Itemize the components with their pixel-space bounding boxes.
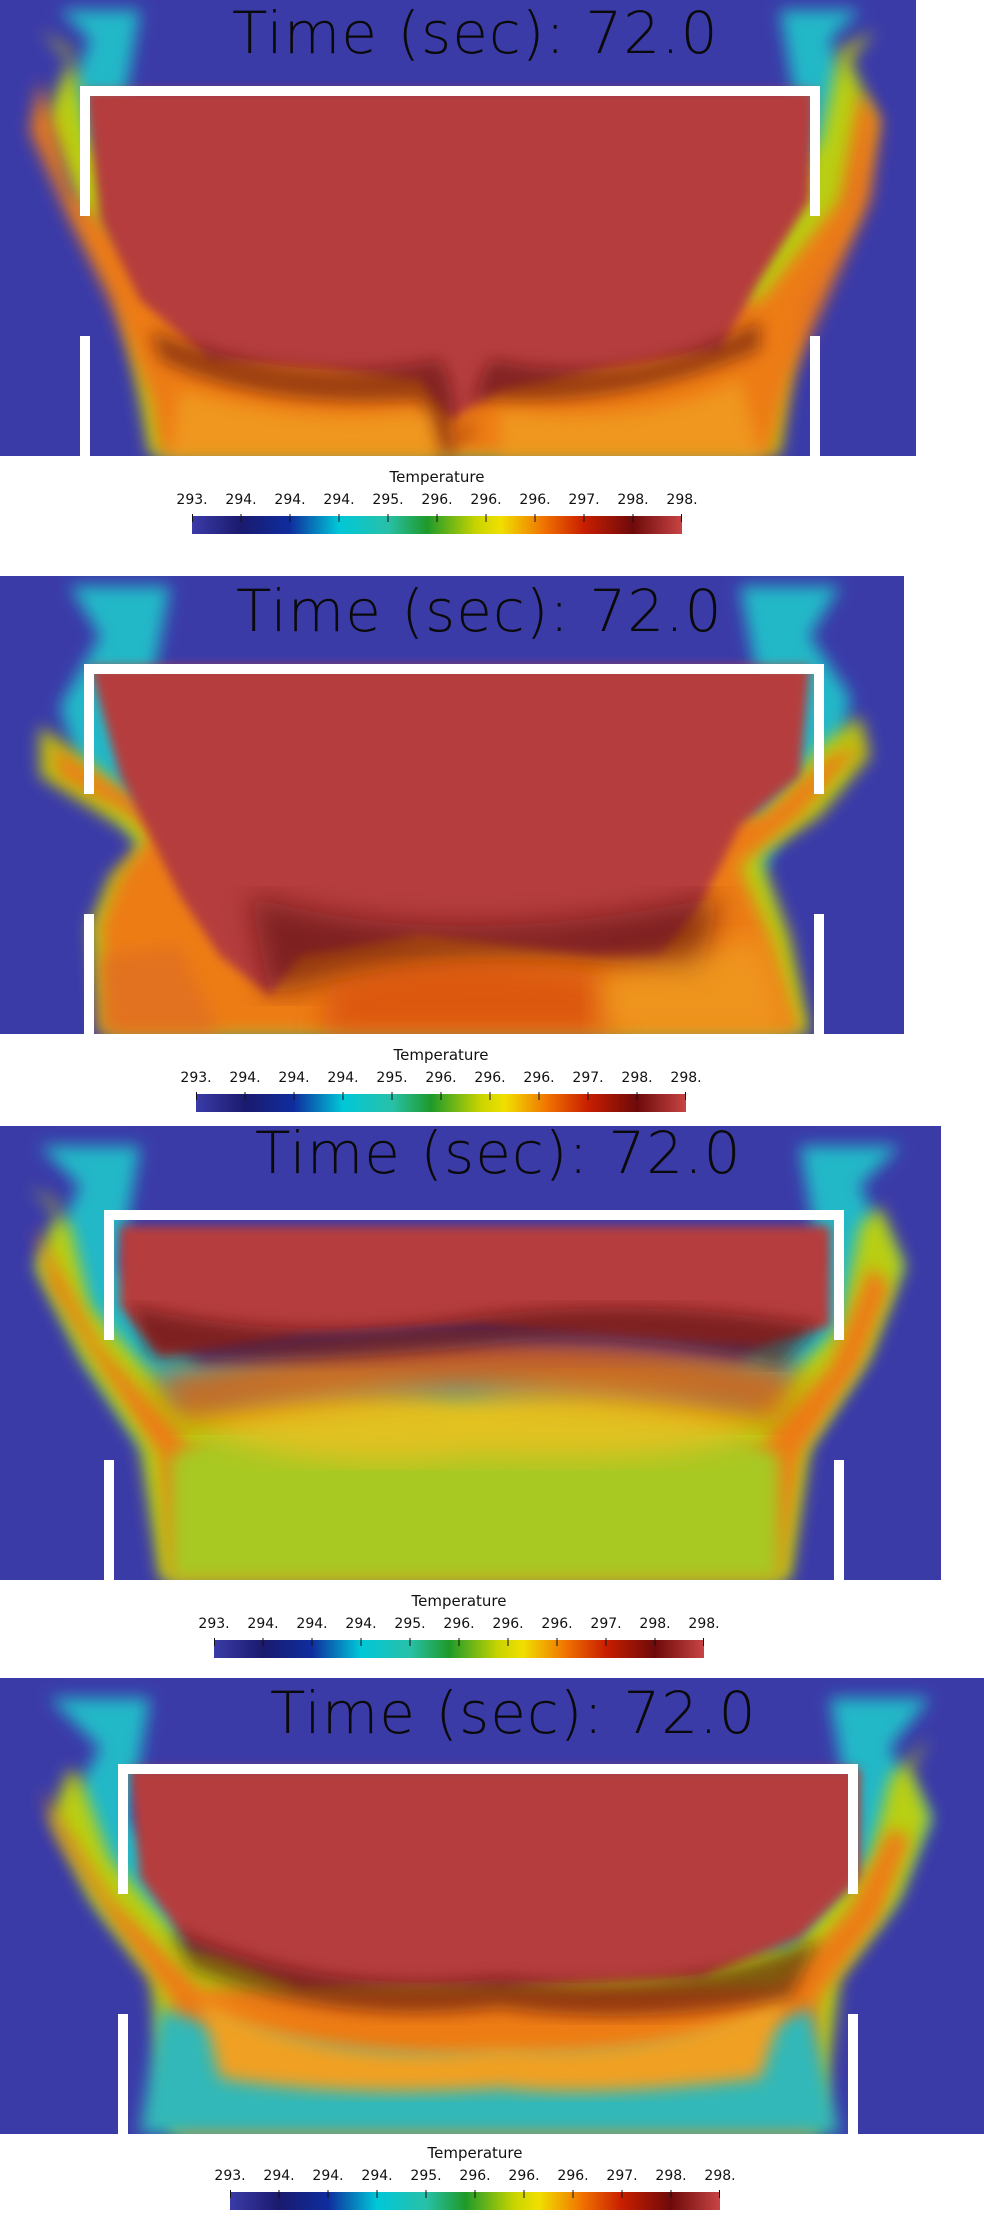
legend-tick-label: 298. (621, 1070, 653, 1086)
legend-tick-label: 293. (214, 2168, 246, 2184)
temperature-legend: Temperature 293. 294. 294. 294. 295. 296. 296.… (176, 468, 698, 538)
legend-tick-label: 293. (176, 492, 208, 508)
legend-tick-label: 296. (459, 2168, 491, 2184)
legend-tick-label: 294. (361, 2168, 393, 2184)
simulation-panel-1: Time (sec): 72.0 Temperature 293. 294. 294… (0, 0, 984, 570)
color-bar (214, 1638, 704, 1658)
legend-tick-label: 294. (229, 1070, 261, 1086)
legend-tick-label: 297. (568, 492, 600, 508)
legend-title: Temperature (411, 1592, 507, 1610)
legend-tick-label: 297. (606, 2168, 638, 2184)
legend-tick-label: 293. (180, 1070, 212, 1086)
legend-tick-label: 298. (688, 1616, 720, 1632)
legend-tick-labels: 293. 294. 294. 294. 295. 296. 296. 296. 297. 298.… (214, 2168, 735, 2186)
legend-tick-label: 296. (443, 1616, 475, 1632)
legend-title: Temperature (393, 1046, 489, 1064)
legend-tick-label: 294. (312, 2168, 344, 2184)
legend-tick-label: 295. (394, 1616, 426, 1632)
legend-tick-label: 296. (557, 2168, 589, 2184)
legend-tick-label: 294. (274, 492, 306, 508)
legend-tick-label: 296. (421, 492, 453, 508)
legend-tick-label: 298. (670, 1070, 702, 1086)
legend-tick-labels: 293. 294. 294. 294. 295. 296. 296. 296. 297. 298.… (198, 1616, 719, 1634)
legend-tick-label: 298. (655, 2168, 687, 2184)
legend-tick-label: 298. (639, 1616, 671, 1632)
legend-tick-label: 293. (198, 1616, 230, 1632)
color-bar (196, 1092, 686, 1112)
legend-tick-label: 294. (296, 1616, 328, 1632)
legend-tick-label: 296. (470, 492, 502, 508)
color-bar (192, 514, 682, 534)
legend-tick-label: 296. (474, 1070, 506, 1086)
time-title: Time (sec): 72.0 (270, 1679, 757, 1747)
legend-tick-label: 296. (492, 1616, 524, 1632)
legend-tick-label: 296. (425, 1070, 457, 1086)
legend-tick-labels: 293. 294. 294. 294. 295. 296. 296. 296. 297. 298.… (180, 1070, 701, 1088)
legend-tick-label: 295. (376, 1070, 408, 1086)
time-title: Time (sec): 72.0 (232, 0, 719, 67)
temperature-legend: Temperature 293. 294. 294. 294. 295. 296. 296.… (214, 2144, 736, 2214)
time-title: Time (sec): 72.0 (236, 577, 723, 645)
color-bar (230, 2190, 720, 2210)
legend-tick-label: 296. (523, 1070, 555, 1086)
time-title: Time (sec): 72.0 (255, 1119, 742, 1187)
legend-tick-label: 298. (704, 2168, 736, 2184)
legend-tick-labels: 293. 294. 294. 294. 295. 296. 296. 296. 297. 298.… (176, 492, 697, 510)
temperature-plot (0, 1126, 941, 1580)
color-bar-gradient (196, 1094, 686, 1112)
temperature-legend: Temperature 293. 294. 294. 294. 295. 296. 296.… (180, 1046, 702, 1116)
legend-tick-label: 297. (572, 1070, 604, 1086)
legend-tick-label: 296. (519, 492, 551, 508)
legend-tick-label: 294. (225, 492, 257, 508)
temperature-legend: Temperature 293. 294. 294. 294. 295. 296. 296.… (198, 1592, 720, 1662)
temperature-plot (0, 0, 916, 456)
color-bar-gradient (230, 2192, 720, 2210)
legend-title: Temperature (389, 468, 485, 486)
legend-tick-label: 295. (372, 492, 404, 508)
legend-tick-label: 294. (247, 1616, 279, 1632)
legend-tick-label: 298. (617, 492, 649, 508)
legend-tick-label: 294. (263, 2168, 295, 2184)
legend-tick-label: 296. (541, 1616, 573, 1632)
legend-title: Temperature (427, 2144, 523, 2162)
legend-tick-label: 297. (590, 1616, 622, 1632)
legend-tick-label: 294. (323, 492, 355, 508)
legend-tick-label: 294. (327, 1070, 359, 1086)
temperature-plot (0, 576, 904, 1034)
temperature-plot (0, 1678, 984, 2134)
simulation-panel-2: Time (sec): 72.0 Temperature 293. 294. 294… (0, 576, 984, 1126)
legend-tick-label: 294. (278, 1070, 310, 1086)
simulation-panel-4: Time (sec): 72.0 Temperature 293. 294. 294… (0, 1678, 984, 2232)
color-bar-gradient (192, 516, 682, 534)
legend-tick-label: 294. (345, 1616, 377, 1632)
simulation-panel-3: Time (sec): 72.0 Temperature 293. 294. 294… (0, 1119, 984, 1676)
legend-tick-label: 298. (666, 492, 698, 508)
color-bar-gradient (214, 1640, 704, 1658)
legend-tick-label: 296. (508, 2168, 540, 2184)
legend-tick-label: 295. (410, 2168, 442, 2184)
